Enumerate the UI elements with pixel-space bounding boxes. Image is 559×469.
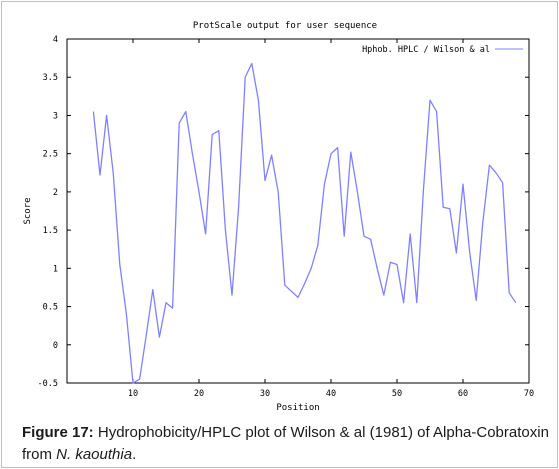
x-tick-label: 50 xyxy=(392,389,402,399)
x-tick-label: 60 xyxy=(458,389,468,399)
chart-ticks: -0.5 0 0.5 1 1.5 2 2.5 3 3.5 4 10 20 30 40 50 60 70 xyxy=(38,35,535,399)
y-tick-label: 0 xyxy=(53,341,58,351)
x-tick-label: 20 xyxy=(194,389,204,399)
x-tick-label: 40 xyxy=(326,389,336,399)
hydrophobicity-chart: ProtScale output for user sequence -0.5 0… xyxy=(23,21,535,413)
chart-axes xyxy=(66,38,530,384)
y-axis-label: Score xyxy=(23,197,33,224)
y-tick-label: -0.5 xyxy=(38,379,58,389)
x-tick-label: 70 xyxy=(524,389,534,399)
x-tick-label: 30 xyxy=(260,389,270,399)
legend-label-series-1: Hphob. HPLC / Wilson & al xyxy=(362,45,490,55)
caption-species: N. kaouthia xyxy=(56,446,133,463)
y-tick-label: 2 xyxy=(53,188,58,198)
x-axis-label: Position xyxy=(276,403,319,413)
figure-caption: Figure 17: Hydrophobicity/HPLC plot of W… xyxy=(22,422,552,466)
plot-frame xyxy=(66,38,530,384)
x-tick-label: 10 xyxy=(128,389,138,399)
chart-legend: Hphob. HPLC / Wilson & al xyxy=(362,45,523,55)
chart-series xyxy=(92,62,517,384)
y-tick-label: 0.5 xyxy=(43,303,58,313)
y-tick-label: 3 xyxy=(53,111,58,121)
y-tick-label: 2.5 xyxy=(43,150,58,160)
caption-label: Figure 17: xyxy=(22,424,94,441)
series-line-1 xyxy=(92,62,517,384)
y-tick-label: 4 xyxy=(53,35,58,45)
chart-title: ProtScale output for user sequence xyxy=(193,21,377,31)
caption-end: . xyxy=(132,446,137,463)
y-tick-label: 1 xyxy=(53,264,58,274)
y-tick-label: 1.5 xyxy=(43,226,58,236)
y-tick-label: 3.5 xyxy=(43,73,58,83)
caption-text: Hydrophobicity/HPLC plot of Wilson & al … xyxy=(22,424,549,463)
